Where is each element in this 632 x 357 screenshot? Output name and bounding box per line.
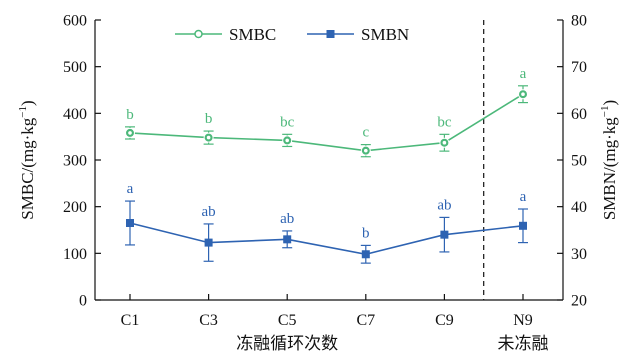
significance-label-smbc: a	[520, 66, 527, 82]
x-tick-label: N9	[513, 312, 533, 329]
legend-label-smbn: SMBN	[361, 25, 409, 44]
right-title-exp: −1	[599, 105, 611, 117]
x-tick-label: C9	[435, 312, 454, 329]
left-title-main: SMBC/(mg	[18, 140, 37, 220]
left-title-exp: −1	[17, 106, 29, 118]
series-line-smbc	[129, 93, 524, 152]
plot-frame	[94, 20, 564, 301]
left-tick-label: 600	[63, 13, 87, 30]
significance-label-smbn: a	[127, 181, 134, 197]
point-smbn	[519, 221, 527, 230]
x-group-label-freeze-thaw: 冻融循环次数	[236, 334, 338, 354]
left-y-axis-title: SMBC/(mg·kg−1)	[17, 100, 37, 219]
left-tick-label: 500	[63, 59, 87, 76]
right-y-axis-title-text: SMBN/(mg·kg−1)	[599, 100, 619, 220]
left-tick-label: 400	[63, 106, 87, 123]
right-tick-label: 50	[571, 153, 587, 170]
point-smbn	[126, 219, 134, 227]
right-title-kg: kg	[600, 117, 619, 135]
point-center-smbc	[285, 138, 290, 143]
x-tick-label: C5	[278, 312, 297, 329]
x-group-label-unfrozen: 未冻融	[498, 334, 549, 354]
legend-label-smbc: SMBC	[229, 25, 276, 44]
right-y-axis-ticks: 20 30 40 50 60 70 80	[557, 13, 587, 310]
significance-label-smbc: b	[126, 107, 134, 123]
legend: SMBC SMBN	[175, 25, 409, 44]
significance-label-smbc: b	[205, 111, 213, 127]
left-tick-label: 200	[63, 199, 87, 216]
left-y-axis-ticks: 0 100 200 300 400 500 600	[63, 13, 101, 310]
left-title-sep: ·	[18, 135, 37, 141]
point-center-smbc	[521, 92, 525, 96]
left-y-axis-title-text: SMBC/(mg·kg−1)	[17, 100, 37, 219]
series-smbn: a ab ab b ab a	[125, 181, 528, 264]
significance-label-smbc: bc	[280, 114, 295, 130]
left-tick-label: 0	[79, 293, 87, 310]
significance-label-smbc: bc	[437, 114, 452, 130]
series-layer: b b bc c bc a a ab ab b ab a	[125, 66, 528, 264]
point-center-smbc	[128, 131, 132, 135]
right-title-sep: ·	[600, 134, 619, 140]
legend-marker-smbc	[194, 29, 203, 39]
series-line-smbn	[129, 222, 524, 256]
point-smbn	[361, 250, 370, 259]
x-tick-label: C1	[121, 312, 140, 329]
right-title-close: )	[600, 100, 619, 106]
point-smbn	[440, 230, 449, 239]
left-tick-label: 300	[63, 153, 87, 170]
significance-label-smbn: a	[520, 189, 527, 205]
right-y-axis-title: SMBN/(mg·kg−1)	[599, 100, 619, 220]
left-title-close: )	[18, 100, 37, 106]
right-tick-label: 40	[571, 199, 587, 216]
legend-marker-smbn	[326, 30, 335, 38]
right-title-main: SMBN/(mg	[600, 139, 619, 220]
point-center-smbc	[364, 148, 368, 153]
point-center-smbc	[442, 140, 447, 145]
x-axis-ticks: C1 C3 C5 C7 C9 N9	[121, 294, 533, 329]
significance-label-smbn: ab	[280, 211, 294, 227]
series-smbc: b b bc c bc a	[125, 66, 528, 158]
significance-label-smbn: ab	[437, 197, 451, 213]
right-tick-label: 70	[571, 59, 587, 76]
point-center-smbc	[206, 135, 211, 140]
significance-label-smbn: b	[362, 225, 370, 241]
point-smbn	[283, 235, 292, 244]
significance-label-smbn: ab	[202, 204, 216, 220]
significance-label-smbc: c	[362, 125, 369, 141]
left-tick-label: 100	[63, 246, 87, 263]
right-tick-label: 30	[571, 246, 587, 263]
right-tick-label: 20	[571, 293, 587, 310]
point-smbn	[204, 238, 213, 247]
right-tick-label: 60	[571, 106, 587, 123]
x-tick-label: C7	[356, 312, 375, 329]
x-tick-label: C3	[199, 312, 218, 329]
right-tick-label: 80	[571, 13, 587, 30]
left-title-kg: kg	[18, 117, 37, 135]
